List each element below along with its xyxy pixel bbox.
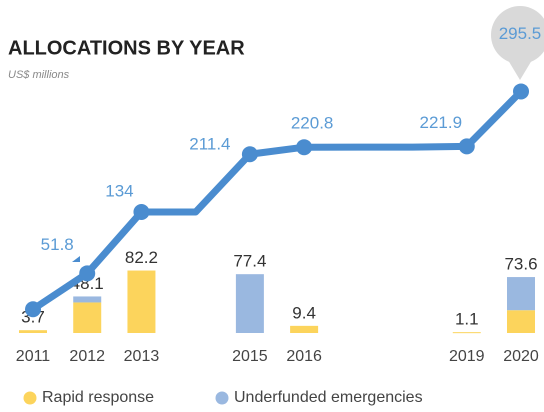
callout-bubble (491, 6, 544, 64)
x-tick-label: 2013 (124, 348, 160, 365)
legend-swatch (215, 391, 229, 405)
chart-subtitle: US$ millions (8, 69, 70, 81)
bar (290, 325, 319, 333)
line-value-label: 134 (105, 181, 133, 200)
bar (452, 332, 481, 334)
bar-total-label: 82.2 (125, 248, 158, 267)
bar-total-label: 73.6 (504, 255, 537, 274)
callout-pointer (508, 60, 532, 80)
line-marker (296, 139, 313, 156)
line-marker (513, 83, 529, 100)
line-value-label: 221.9 (420, 113, 463, 132)
bar (235, 274, 264, 333)
x-tick-label: 2016 (286, 348, 322, 365)
x-tick-label: 2011 (16, 348, 51, 365)
x-tick-label: 2019 (449, 348, 485, 365)
line-value-label: 220.8 (291, 114, 334, 133)
bar-total-label: 1.1 (455, 310, 479, 329)
bar-total-label: 77.4 (233, 252, 266, 271)
legend-swatch (23, 391, 37, 405)
line-value-label: 51.8 (41, 235, 74, 254)
line-marker (133, 203, 150, 220)
bar (73, 302, 102, 333)
x-tick-label: 2015 (232, 348, 268, 365)
line-marker (458, 138, 475, 155)
bar (127, 270, 156, 333)
bar-total-label: 9.4 (292, 303, 316, 322)
line-marker (241, 146, 258, 163)
line-marker (25, 301, 41, 318)
line-value-label: 211.4 (189, 135, 230, 154)
decoration (72, 256, 80, 262)
legend-label: Rapid response (42, 389, 154, 406)
line-value-label: 295.5 (499, 24, 542, 43)
line-marker (79, 265, 96, 282)
x-tick-label: 2020 (503, 348, 539, 365)
bar (19, 330, 47, 333)
bar (507, 277, 535, 311)
x-tick-label: 2012 (69, 348, 105, 365)
legend-label: Underfunded emergencies (234, 389, 423, 406)
bar (73, 296, 102, 303)
bar (507, 310, 535, 333)
chart-title: ALLOCATIONS BY YEAR (8, 37, 245, 59)
line (31, 89, 524, 313)
